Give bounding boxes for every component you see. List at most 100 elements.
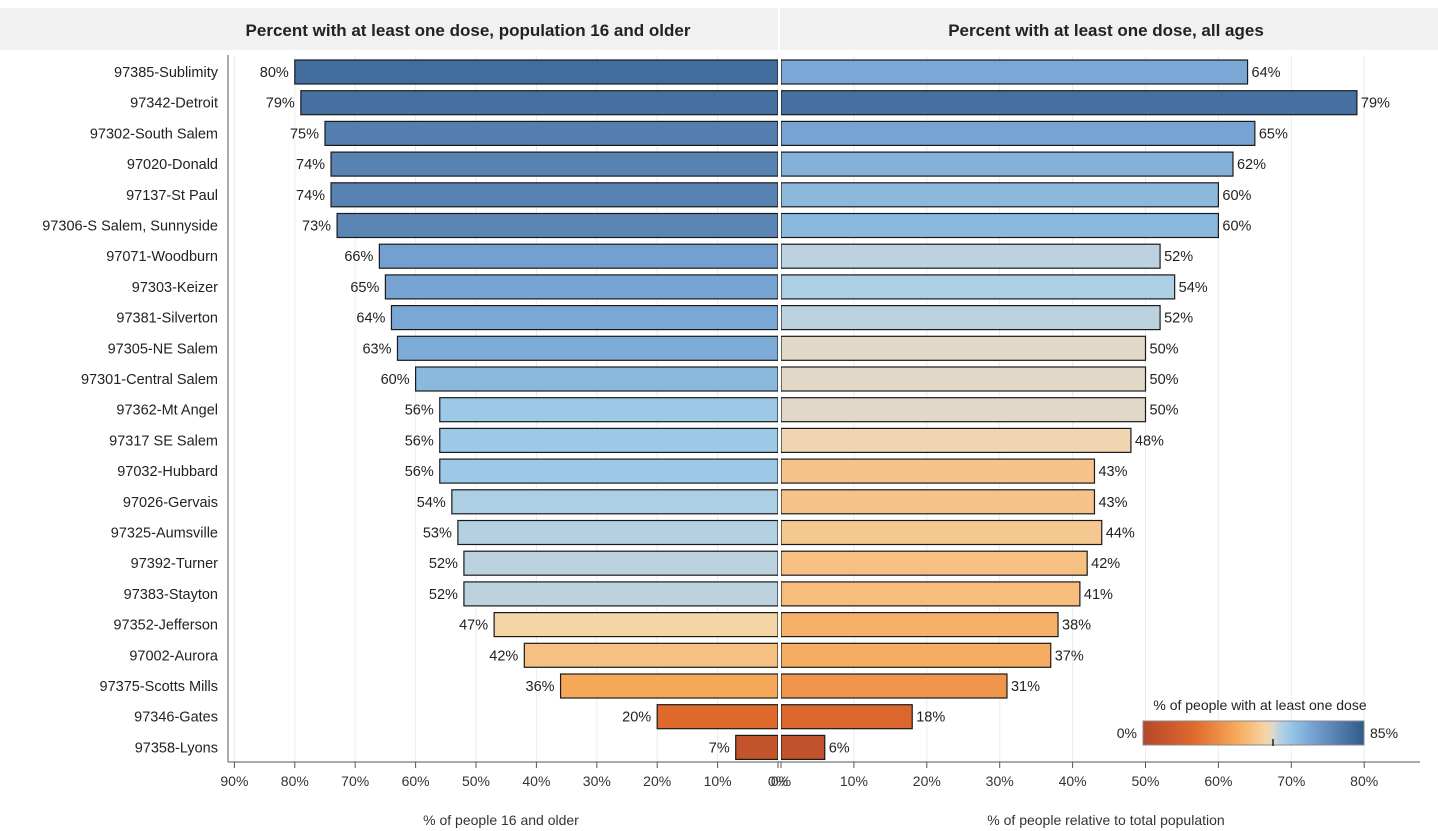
left-bar-label: 64%: [356, 311, 385, 327]
category-label: 97358-Lyons: [135, 740, 218, 756]
category-label: 97303-Keizer: [132, 280, 218, 296]
left-tick-label: 40%: [522, 773, 550, 789]
right-bar: [780, 90, 1358, 116]
right-tick-label: 10%: [840, 773, 868, 789]
right-bar: [780, 274, 1176, 300]
legend-gradient-bar: [1142, 720, 1365, 746]
right-bar: [780, 673, 1008, 699]
left-bar: [300, 90, 779, 116]
right-bar: [780, 366, 1147, 392]
left-bar-label: 63%: [362, 341, 391, 357]
left-bar-label: 53%: [423, 526, 452, 542]
right-tick-label: 0%: [771, 773, 791, 789]
left-bar-label: 42%: [489, 648, 518, 664]
category-label: 97362-Mt Angel: [116, 403, 218, 419]
right-tick-label: 70%: [1277, 773, 1305, 789]
header-band: [0, 8, 1438, 50]
left-bar-label: 56%: [405, 433, 434, 449]
left-bar: [330, 151, 779, 177]
left-bar-label: 73%: [302, 219, 331, 235]
right-bar-label: 48%: [1135, 433, 1164, 449]
left-bar: [493, 611, 779, 638]
right-tick-label: 60%: [1204, 773, 1232, 789]
category-label: 97381-Silverton: [116, 311, 218, 327]
category-label: 97375-Scotts Mills: [100, 679, 218, 695]
left-bar: [439, 427, 779, 453]
legend-min-label: 0%: [1117, 725, 1137, 741]
left-bar-label: 52%: [429, 587, 458, 603]
legend-title: % of people with at least one dose: [1153, 697, 1366, 713]
left-bar-label: 74%: [296, 157, 325, 173]
category-label: 97342-Detroit: [130, 96, 218, 112]
right-bar: [780, 458, 1096, 484]
left-bar: [457, 519, 779, 546]
category-label: 97020-Donald: [127, 157, 218, 173]
left-bar: [523, 642, 779, 668]
left-bar-label: 60%: [381, 372, 410, 388]
left-bar: [396, 335, 779, 361]
left-bar-label: 65%: [350, 280, 379, 296]
right-bar-label: 52%: [1164, 249, 1193, 265]
category-label: 97325-Aumsville: [111, 526, 218, 542]
right-panel-title: Percent with at least one dose, all ages: [948, 21, 1264, 40]
category-label: 97385-Sublimity: [114, 65, 219, 81]
category-label: 97301-Central Salem: [81, 372, 218, 388]
left-bar-label: 66%: [344, 249, 373, 265]
left-tick-label: 30%: [583, 773, 611, 789]
left-bar: [439, 397, 779, 423]
category-labels: 97385-Sublimity 97342-Detroit 97302-South …: [42, 65, 219, 756]
right-bar: [780, 397, 1147, 423]
left-bar: [463, 581, 779, 607]
left-tick-label: 60%: [402, 773, 430, 789]
right-bar: [780, 642, 1052, 668]
category-label: 97317 SE Salem: [109, 433, 218, 449]
right-bar-label: 43%: [1098, 464, 1127, 480]
right-bar: [780, 335, 1147, 361]
right-tick-label: 20%: [913, 773, 941, 789]
axes: 90% 80% 70% 60% 50% 40% 30% 20% 10% 0% 0% 10% 20% 30%…: [220, 55, 1420, 789]
right-tick-label: 50%: [1131, 773, 1159, 789]
category-label: 97306-S Salem, Sunnyside: [42, 219, 218, 235]
category-label: 97392-Turner: [131, 556, 218, 572]
right-bar: [780, 734, 826, 761]
category-label: 97002-Aurora: [129, 648, 219, 664]
right-bar-label: 50%: [1150, 372, 1179, 388]
right-bar: [780, 305, 1161, 331]
left-bar-label: 80%: [260, 65, 289, 81]
right-bar: [780, 212, 1219, 239]
left-bar: [451, 489, 779, 515]
left-bar: [656, 704, 779, 730]
right-bar-label: 41%: [1084, 587, 1113, 603]
category-label: 97137-St Paul: [126, 188, 218, 204]
left-bar: [559, 673, 779, 699]
left-bar: [390, 305, 779, 331]
bars-layer: 80% 64% 79% 79% 75% 65% 74% 62% 74% 60% 73% 60% 66% 5…: [260, 55, 1390, 762]
category-label: 97302-South Salem: [90, 126, 218, 142]
left-tick-label: 70%: [341, 773, 369, 789]
left-bar-label: 20%: [622, 710, 651, 726]
right-tick-label: 80%: [1350, 773, 1378, 789]
left-bar: [324, 120, 779, 147]
left-panel-title: Percent with at least one dose, populati…: [246, 21, 691, 40]
right-bar: [780, 182, 1219, 208]
left-tick-label: 0%: [768, 773, 788, 789]
right-bar-label: 79%: [1361, 96, 1390, 112]
left-bar: [415, 366, 779, 392]
right-bar: [780, 550, 1088, 576]
right-bar-label: 62%: [1237, 157, 1266, 173]
left-bar: [378, 243, 779, 269]
right-bar-label: 42%: [1091, 556, 1120, 572]
right-bar: [780, 151, 1234, 177]
category-label: 97305-NE Salem: [108, 341, 218, 357]
right-bar-label: 18%: [916, 710, 945, 726]
left-bar-label: 56%: [405, 464, 434, 480]
right-bar-label: 43%: [1098, 495, 1127, 511]
left-bar-label: 75%: [290, 126, 319, 142]
category-label: 97071-Woodburn: [106, 249, 218, 265]
left-tick-label: 80%: [281, 773, 309, 789]
color-legend: % of people with at least one dose 0% 85…: [1117, 697, 1398, 746]
right-bar-label: 54%: [1179, 280, 1208, 296]
left-bar-label: 79%: [266, 96, 295, 112]
left-bar: [439, 458, 779, 484]
